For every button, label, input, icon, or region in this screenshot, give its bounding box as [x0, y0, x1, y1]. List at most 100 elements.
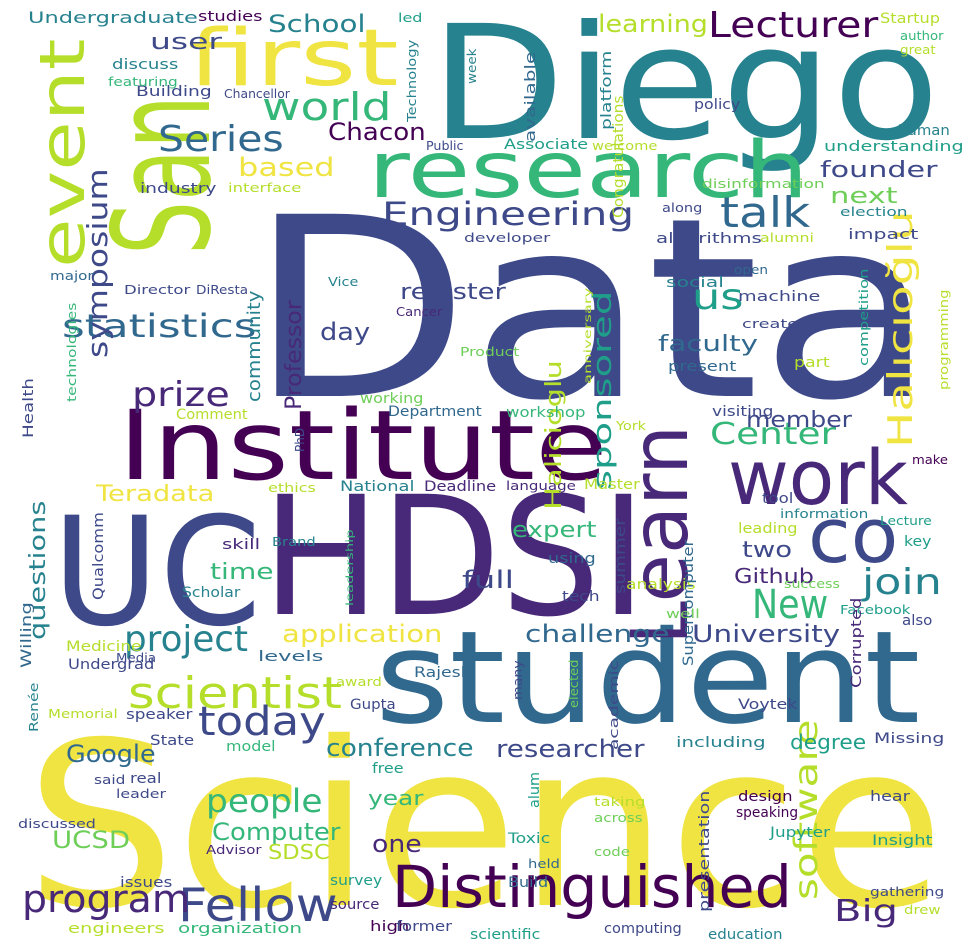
word-held: held — [528, 857, 560, 871]
word-rajesh: Rajesh — [414, 665, 472, 681]
word-machine: machine — [738, 289, 821, 305]
word-understanding: understanding — [824, 139, 964, 155]
word-computer: Computer — [212, 818, 341, 846]
word-create: create — [742, 317, 799, 331]
word-make: make — [912, 453, 948, 467]
word-ucsd: UCSD — [52, 826, 131, 854]
word-engineers: engineers — [68, 921, 165, 937]
word-toxic: Toxic — [508, 831, 551, 847]
word-founder: founder — [820, 158, 938, 183]
word-user: user — [150, 30, 222, 55]
word-research: research — [368, 126, 809, 216]
word-institute: Institute — [118, 390, 608, 502]
word-hdsi: HDSI — [262, 461, 647, 653]
word-discussed: discussed — [18, 817, 96, 831]
word-learning: learning — [598, 10, 708, 38]
word-welcome: welcome — [592, 139, 658, 153]
word-product: Product — [460, 345, 520, 359]
word-disinformation: disinformation — [702, 177, 825, 191]
word-great: great — [900, 43, 936, 57]
word-drew: drew — [904, 903, 941, 917]
word-said: said — [94, 773, 126, 787]
word-today: today — [198, 699, 326, 745]
word-speaking: speaking — [736, 805, 799, 821]
word-along: along — [662, 201, 703, 215]
word-department: Department — [388, 404, 482, 420]
word-associate: Associate — [504, 137, 588, 153]
word-engineering: Engineering — [382, 195, 634, 233]
word-director: Director — [124, 283, 191, 297]
word-statistics: statistics — [62, 307, 257, 345]
word-election: election — [840, 205, 908, 219]
word-ethics: ethics — [268, 481, 316, 495]
word-master: Master — [584, 477, 640, 493]
word-gupta: Gupta — [350, 697, 396, 713]
word-technologies: technologies — [65, 302, 79, 402]
word-leadership: leadership — [345, 529, 356, 606]
word-congratulations: Congratulations — [611, 95, 627, 218]
word-facebook: Facebook — [840, 603, 911, 617]
word-scholar: Scholar — [182, 585, 241, 601]
word-lecture: Lecture — [880, 514, 932, 528]
word-anniversary: anniversary — [583, 287, 594, 384]
word-symposium: symposium — [81, 168, 114, 358]
word-part: part — [794, 355, 830, 371]
word-education: education — [708, 927, 783, 943]
word-us: us — [692, 277, 744, 318]
word-issues: issues — [120, 875, 173, 891]
word-application: application — [282, 620, 443, 648]
word-join: join — [862, 562, 942, 603]
word-well: well — [666, 607, 700, 621]
word-including: including — [676, 735, 766, 751]
word-algorithms: algorithms — [656, 231, 762, 247]
word-talk: talk — [720, 188, 811, 237]
word-language: language — [506, 479, 576, 493]
word-scientific: scientific — [470, 927, 541, 943]
word-leading: leading — [738, 521, 798, 537]
word-information: information — [780, 507, 869, 521]
word-week: week — [465, 48, 479, 84]
word-school: School — [268, 10, 366, 38]
word-corrupted: Corrupted — [849, 597, 865, 688]
word-tech: tech — [562, 589, 600, 605]
word-source: source — [330, 897, 380, 913]
word-present: present — [668, 359, 737, 375]
word-undergrad: Undergrad — [68, 657, 155, 673]
word-renee: Renée — [27, 682, 41, 732]
word-program: program — [22, 877, 191, 921]
word-university: University — [692, 620, 841, 648]
word-state: State — [150, 733, 195, 749]
word-undergraduate: Undergraduate — [28, 8, 198, 27]
word-memorial: Memorial — [48, 707, 118, 721]
word-startup: Startup — [880, 11, 940, 27]
word-tool: tool — [762, 491, 794, 507]
word-google: Google — [66, 740, 156, 768]
word-many: many — [511, 660, 525, 700]
word-github: Github — [734, 564, 814, 588]
word-project: project — [124, 619, 248, 660]
word-york: York — [616, 419, 646, 433]
word-across: across — [594, 811, 643, 825]
word-researcher: researcher — [496, 735, 645, 763]
word-leader: leader — [116, 787, 167, 801]
word-visiting: visiting — [712, 404, 774, 420]
word-impact: impact — [848, 227, 919, 243]
word-free: free — [372, 761, 404, 777]
word-model: model — [226, 739, 276, 755]
word-time: time — [210, 560, 274, 585]
word-work: work — [728, 433, 908, 522]
word-former: former — [396, 919, 453, 935]
word-code: code — [594, 845, 630, 859]
word-interface: interface — [228, 181, 302, 195]
word-media: Media — [116, 651, 157, 665]
word-scientist: scientist — [128, 668, 342, 719]
word-missing: Missing — [874, 731, 945, 747]
word-member: member — [746, 408, 852, 433]
word-co: co — [808, 491, 899, 580]
word-expert: expert — [512, 518, 597, 543]
word-teradata: Teradata — [96, 482, 215, 507]
word-supercomputer: Supercomputer — [681, 539, 697, 666]
word-real: real — [130, 771, 162, 787]
word-big: Big — [834, 894, 898, 929]
